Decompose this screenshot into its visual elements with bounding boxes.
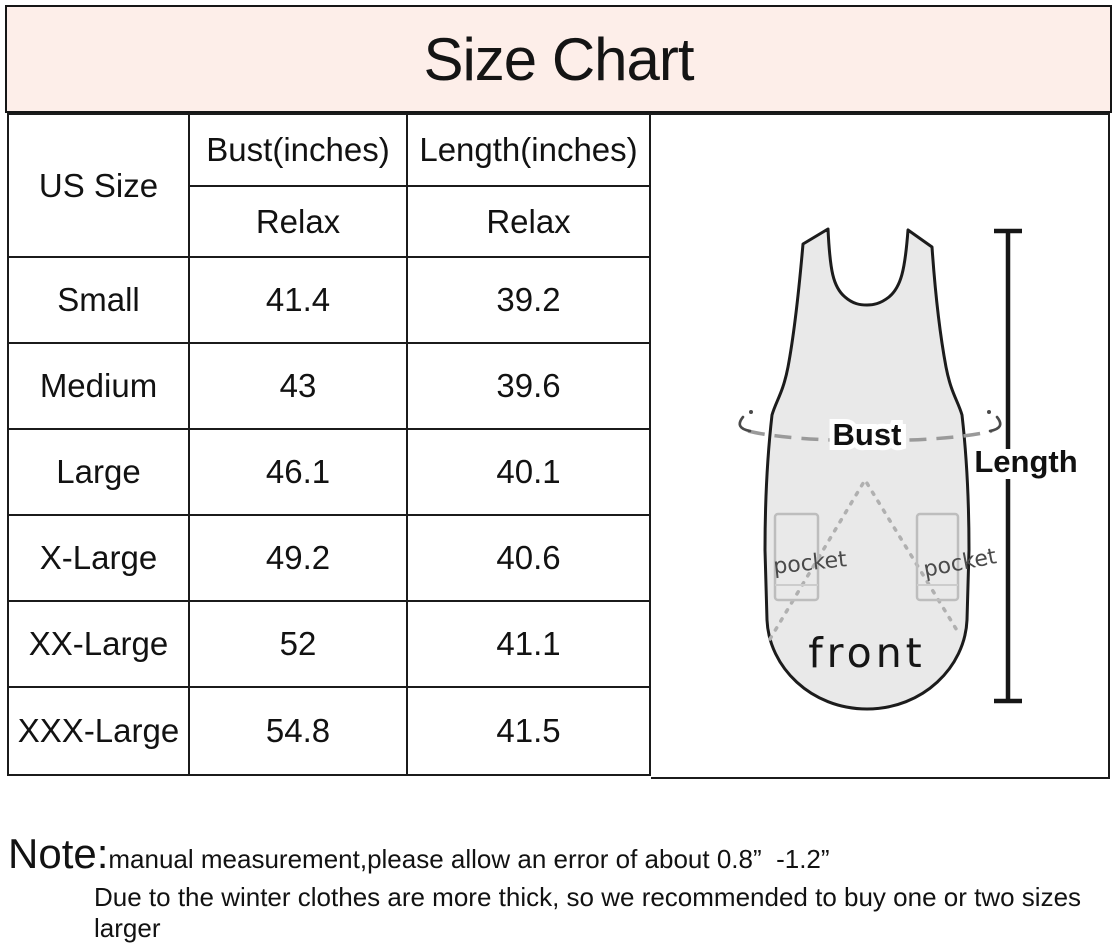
page-title: Size Chart [423,25,694,93]
pocket-left-rect [773,512,820,602]
apron-diagram: Bust pocket pocket front Length [738,227,1085,711]
length-relax-subheader: Relax [408,187,649,258]
length-cell: 40.6 [408,516,649,602]
bust-arrow-left-dot [749,410,753,414]
bust-relax-subheader: Relax [190,187,408,258]
size-cell: Large [9,430,190,516]
measurement-diagram-panel: Bust pocket pocket front Length [651,113,1110,779]
length-cell: 41.1 [408,602,649,688]
length-cell: 39.6 [408,344,649,430]
bust-cell: 49.2 [190,516,408,602]
size-table: US Size Bust(inches) Length(inches) Rela… [7,113,651,776]
length-cell: 39.2 [408,258,649,344]
size-chart-page: Size Chart US Size Bust(inches) Length(i… [5,5,1112,943]
bust-column-header: Bust(inches) [190,115,408,187]
length-label: Length [974,444,1077,479]
note-label: Note: [8,830,109,877]
length-cell: 40.1 [408,430,649,516]
size-cell: XX-Large [9,602,190,688]
size-cell: Medium [9,344,190,430]
bust-arrow-left-hook [738,415,752,433]
bust-cell: 41.4 [190,258,408,344]
bust-cell: 52 [190,602,408,688]
bust-arrow-right-dot [987,410,991,414]
bust-cell: 54.8 [190,688,408,774]
size-cell: X-Large [9,516,190,602]
title-banner: Size Chart [5,5,1112,113]
length-column-header: Length(inches) [408,115,649,187]
bust-cell: 43 [190,344,408,430]
bust-label: Bust [833,417,902,452]
note-line1: Note: manual measurement,please allow an … [8,830,1113,878]
note-section: Note: manual measurement,please allow an … [8,830,1113,944]
front-label: front [808,629,926,677]
size-cell: Small [9,258,190,344]
size-cell: XXX-Large [9,688,190,774]
us-size-header: US Size [9,115,190,258]
bust-arrow-right-hook [988,415,1002,433]
bust-cell: 46.1 [190,430,408,516]
length-cell: 41.5 [496,712,561,749]
note-line1-text: manual measurement,please allow an error… [108,844,830,874]
bust-dash-line [747,429,993,443]
length-line [994,228,1022,704]
note-line2: Due to the winter clothes are more thick… [94,882,1089,943]
pocket-right-rect [915,512,960,602]
